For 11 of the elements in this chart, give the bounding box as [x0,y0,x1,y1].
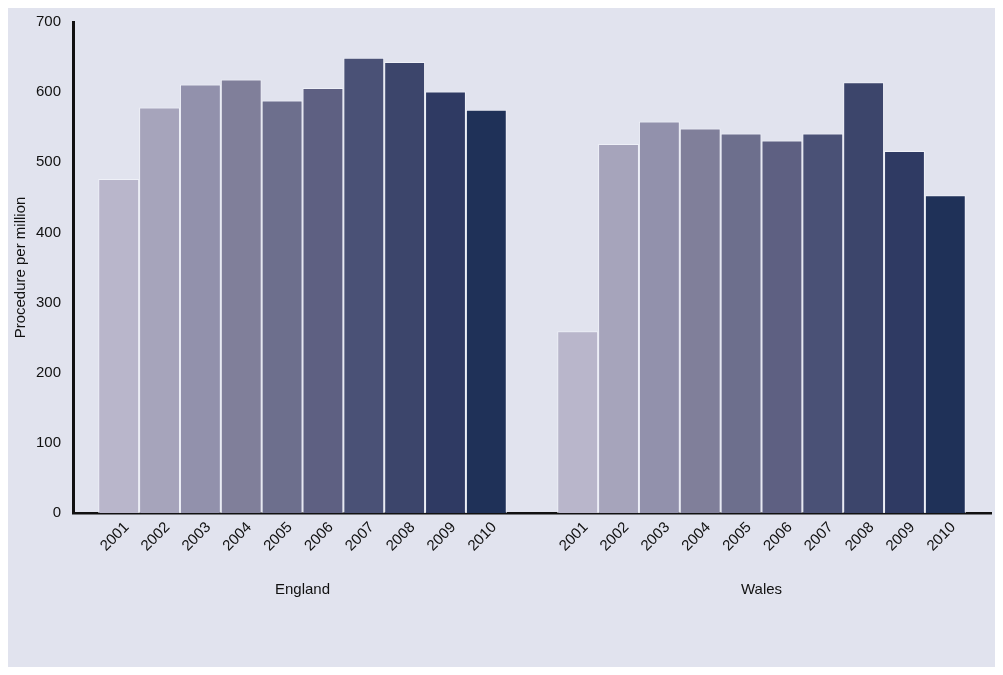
x-tick-label: Wales [740,580,783,598]
x-tick-label: England [274,580,331,598]
y-tick-label: 300 [36,292,62,310]
y-axis-title: Procedure per million [11,196,29,339]
y-tick-label: 100 [36,433,62,450]
y-tick-label: 400 [36,222,62,240]
y-tick-label: 600 [36,82,62,100]
y-tick-label: 0 [52,503,62,521]
y-tick-label: 700 [36,12,62,30]
y-tick-label: 500 [36,152,62,170]
y-tick-label: 200 [36,362,62,380]
